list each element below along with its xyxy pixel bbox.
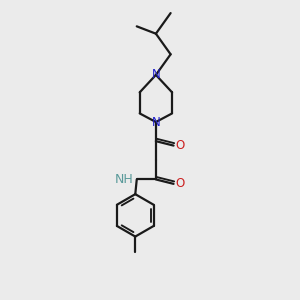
Text: O: O — [176, 177, 185, 190]
Text: O: O — [176, 139, 185, 152]
Text: NH: NH — [115, 173, 134, 186]
Text: N: N — [152, 116, 160, 128]
Text: N: N — [152, 68, 160, 81]
